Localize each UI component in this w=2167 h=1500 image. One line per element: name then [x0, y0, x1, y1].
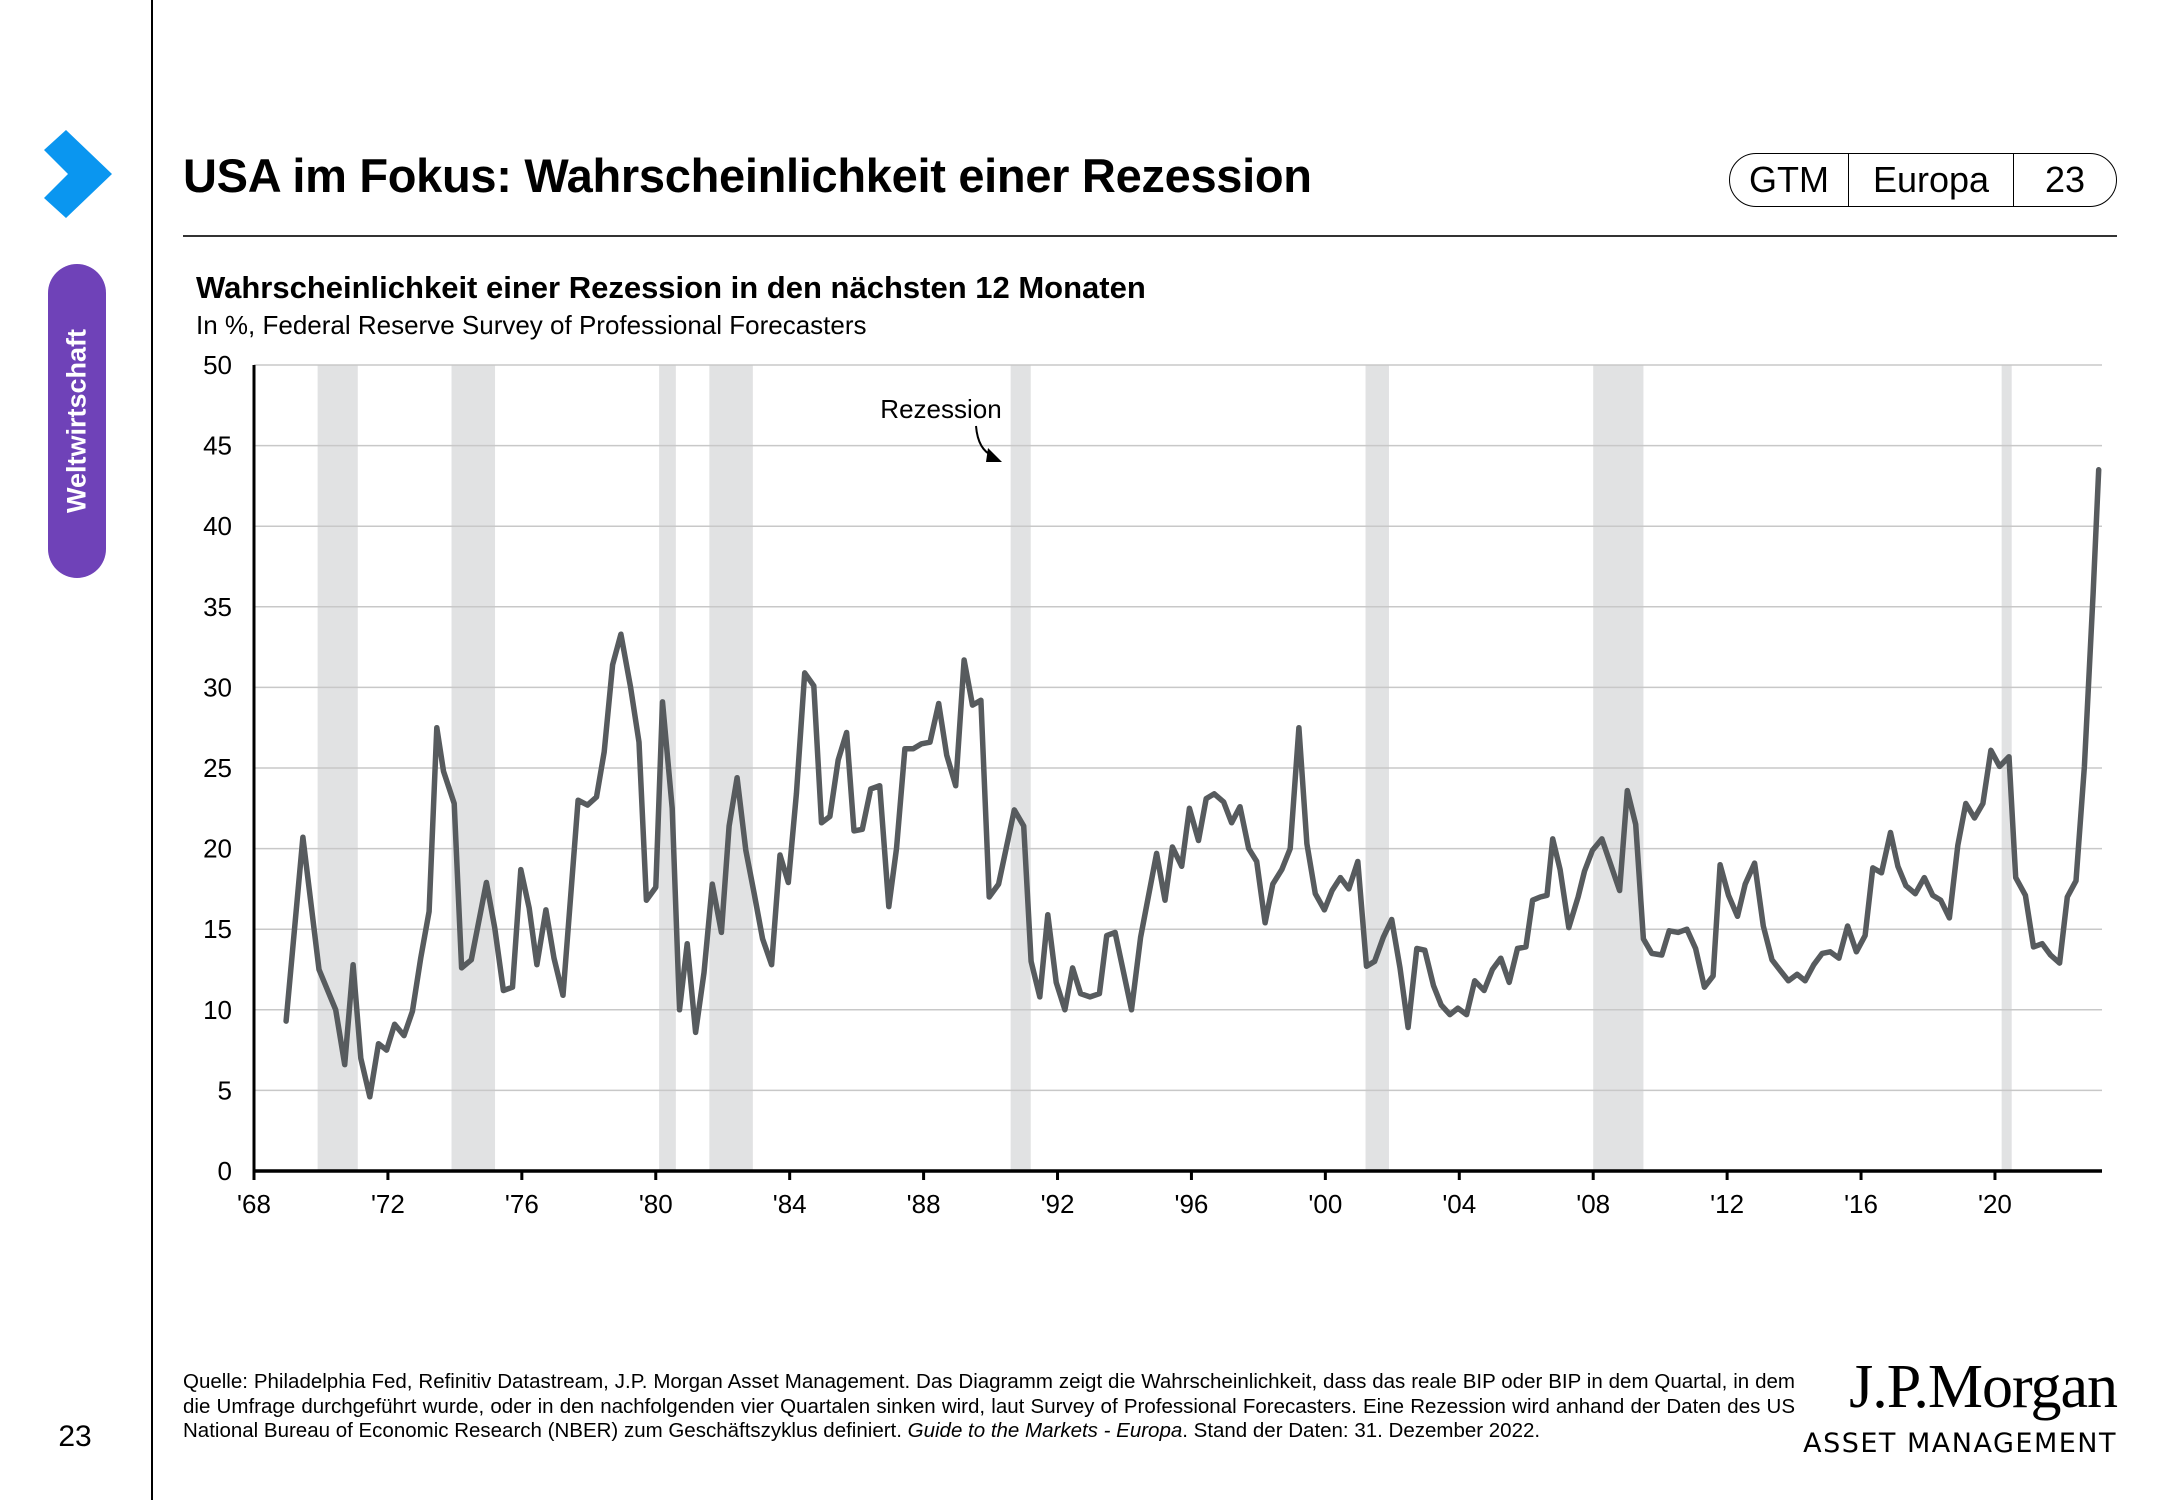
annotation-label: Rezession: [880, 394, 1001, 424]
asset-management-logo: ASSET MANAGEMENT: [1803, 1428, 2117, 1459]
annotation-arrowhead: [986, 448, 1002, 462]
gridlines: [254, 364, 2102, 1092]
x-tick-label: '88: [907, 1189, 941, 1219]
axes: [252, 365, 2102, 1173]
jpmorgan-logo: J.P.Morgan: [1849, 1353, 2118, 1421]
x-tick-label: '96: [1174, 1189, 1208, 1219]
guide-name: Guide to the Markets - Europa: [907, 1419, 1183, 1442]
x-tick-label: '84: [773, 1189, 807, 1219]
x-tick-label: '12: [1710, 1189, 1744, 1219]
page-title: USA im Fokus: Wahrscheinlichkeit einer R…: [183, 149, 1312, 202]
badge-guide: GTM: [1730, 154, 1849, 206]
x-tick-label: '92: [1041, 1189, 1075, 1219]
recession-annotation: Rezession: [880, 394, 1002, 462]
y-tick-label: 25: [203, 753, 232, 783]
x-tick-label: '72: [371, 1189, 405, 1219]
x-tick-label: '76: [505, 1189, 539, 1219]
y-tick-label: 35: [203, 592, 232, 622]
x-tick-label: '80: [639, 1189, 673, 1219]
source-footnote: Quelle: Philadelphia Fed, Refinitiv Data…: [183, 1370, 1795, 1444]
series-line: [283, 467, 2102, 1100]
y-tick-label: 15: [203, 914, 232, 944]
y-axis-tick-labels: 0 5 10 15 20 25 30 35 40 45 50: [203, 350, 232, 1186]
data-date: . Stand der Daten: 31. Dezember 2022.: [1182, 1419, 1541, 1442]
section-tab-weltwirtschaft[interactable]: Weltwirtschaft: [48, 264, 106, 578]
x-tick-label: '68: [237, 1189, 271, 1219]
x-tick-label: '04: [1442, 1189, 1476, 1219]
chevron-right-icon: [44, 130, 112, 218]
x-axis-ticks: '68 '72 '76 '80 '84 '88 '92 '96 '00 '04 '08 '12 '16 '…: [237, 1171, 2012, 1219]
y-tick-label: 20: [203, 834, 232, 864]
title-divider: [183, 235, 2117, 237]
badge-region: Europa: [1849, 154, 2014, 206]
source-text: Quelle: Philadelphia Fed, Refinitiv Data…: [183, 1370, 1795, 1442]
y-tick-label: 10: [203, 995, 232, 1025]
x-tick-label: '20: [1978, 1189, 2012, 1219]
series-layer: [283, 467, 2102, 1100]
badge-page: 23: [2044, 159, 2086, 200]
y-tick-label: 0: [218, 1156, 232, 1186]
x-tick-label: '00: [1308, 1189, 1342, 1219]
x-tick-label: '08: [1576, 1189, 1610, 1219]
guide-badge: GTM Europa 23: [1729, 153, 2117, 207]
page-number: 23: [58, 1420, 92, 1453]
y-tick-label: 30: [203, 672, 232, 702]
chart-subtitle: In %, Federal Reserve Survey of Professi…: [196, 310, 867, 340]
y-tick-label: 5: [218, 1075, 232, 1105]
x-tick-label: '16: [1844, 1189, 1878, 1219]
y-tick-label: 40: [203, 511, 232, 541]
y-tick-label: 45: [203, 431, 232, 461]
chart-title: Wahrscheinlichkeit einer Rezession in de…: [196, 270, 1146, 305]
sidebar-divider: [151, 0, 153, 1500]
y-tick-label: 50: [203, 350, 232, 380]
